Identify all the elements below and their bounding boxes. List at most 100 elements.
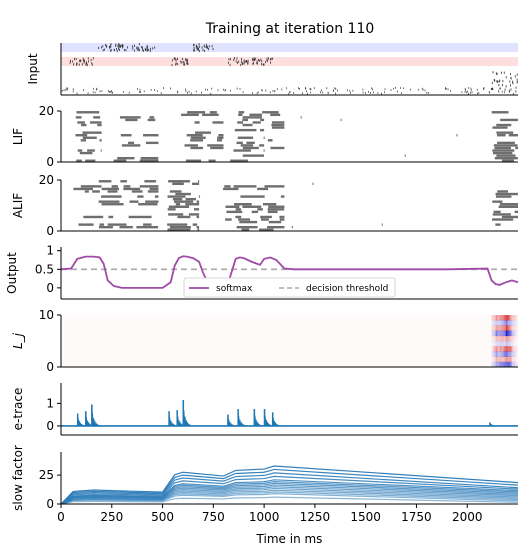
input-spike <box>241 62 243 65</box>
alif-spike-train <box>499 203 518 206</box>
input-noise-spike <box>421 87 423 90</box>
input-spike <box>187 60 188 63</box>
alif-spike-train <box>498 205 518 208</box>
lj-ylabel: L_j <box>11 332 25 349</box>
lj-cell <box>495 330 498 337</box>
alif-spike-train <box>108 215 114 219</box>
input-noise-spike <box>190 92 192 95</box>
input-spike <box>497 80 498 83</box>
output-panel: softmax decision threshold <box>60 255 519 298</box>
input-spike <box>83 61 85 64</box>
lif-ytick-label: 0 <box>46 155 54 169</box>
input-spike <box>175 63 177 66</box>
input-spike <box>261 63 262 66</box>
lj-cell <box>511 361 514 368</box>
alif-spike-train <box>167 228 191 231</box>
etrace-peak <box>182 399 185 426</box>
output-ytick-label: 0 <box>46 281 54 295</box>
lif-spike-train <box>492 126 508 129</box>
lj-cell <box>501 346 504 352</box>
input-noise-spike <box>333 89 334 92</box>
input-noise-spike <box>108 90 109 92</box>
lif-spike-train <box>80 123 87 127</box>
input-spike <box>186 58 188 61</box>
lif-spike-train <box>100 149 102 152</box>
input-spike <box>124 48 125 52</box>
etrace-burst <box>76 413 86 427</box>
lj-cell <box>491 346 494 352</box>
input-spike <box>70 59 71 63</box>
input-spike <box>106 44 108 48</box>
lif-spike-train <box>264 111 279 114</box>
lj-cell <box>509 330 512 337</box>
input-noise-spike <box>210 92 212 95</box>
input-spike <box>499 87 501 90</box>
lj-cell <box>507 320 510 326</box>
input-spike <box>86 63 88 66</box>
lj-cell <box>509 341 512 347</box>
input-spike <box>139 49 140 52</box>
input-noise-spike <box>252 92 253 95</box>
input-noise-spike <box>445 88 447 90</box>
lj-cell <box>493 346 496 352</box>
lif-spike-train <box>496 154 516 157</box>
lj-cell <box>513 320 516 326</box>
output-ytick-label: 1 <box>46 244 54 258</box>
lif-spike-train <box>494 156 518 160</box>
input-spike <box>146 45 148 48</box>
input-noise-spike <box>65 88 67 91</box>
input-noise-spike <box>368 90 369 93</box>
lif-spike <box>404 154 406 157</box>
lj-cell <box>507 335 510 342</box>
alif-spike-train <box>514 210 518 214</box>
alif-spike-train <box>279 215 285 219</box>
lj-cell <box>495 335 498 342</box>
alif-spike-train <box>167 195 186 198</box>
lj-cell <box>511 356 514 363</box>
alif-spike-train <box>268 205 285 208</box>
slow-factor-line <box>60 480 519 505</box>
lif-spike-train <box>77 149 83 152</box>
input-spike <box>177 57 178 61</box>
alif-ylabel: ALIF <box>11 193 25 218</box>
input-spike <box>186 59 188 63</box>
lif-axes: 0 20 LIF <box>11 104 518 169</box>
lif-spike-train <box>216 139 223 142</box>
input-noise-spike <box>403 87 405 90</box>
alif-axes: 0 20 ALIF <box>11 173 518 238</box>
alif-spike-train <box>495 195 512 198</box>
input-noise-spike <box>76 92 78 95</box>
input-noise-spike <box>66 88 68 91</box>
input-spike <box>142 49 144 52</box>
input-noise-spike <box>477 92 478 95</box>
lif-spike <box>300 116 302 119</box>
input-spike <box>233 58 235 62</box>
input-spike <box>234 57 235 60</box>
input-spike <box>515 86 517 89</box>
lj-cell <box>515 330 518 337</box>
input-spike <box>501 71 502 74</box>
alif-spike-train <box>497 190 508 193</box>
input-noise-spike <box>381 92 382 95</box>
output-ylabel: Output <box>5 252 19 294</box>
input-axes: Input <box>26 43 518 96</box>
input-noise-spike <box>195 90 197 93</box>
lif-spike-train <box>89 121 102 124</box>
input-spike <box>193 46 195 50</box>
etrace-axes: 0 1 e-trace <box>11 383 518 436</box>
input-spike <box>236 57 238 60</box>
input-noise-spike <box>471 91 473 94</box>
input-noise-spike <box>409 88 411 91</box>
input-noise-spike <box>417 88 419 91</box>
lj-cell <box>515 315 518 321</box>
input-spike <box>516 73 518 76</box>
lj-cell <box>491 335 494 342</box>
input-spike <box>237 61 239 65</box>
alif-spike-train <box>98 180 112 183</box>
lif-spike-train <box>140 156 159 160</box>
lj-cell <box>495 341 498 347</box>
lj-cell <box>511 315 514 321</box>
input-noise-spike <box>335 88 337 90</box>
alif-spike <box>312 182 314 186</box>
alif-spike-train <box>123 185 131 188</box>
